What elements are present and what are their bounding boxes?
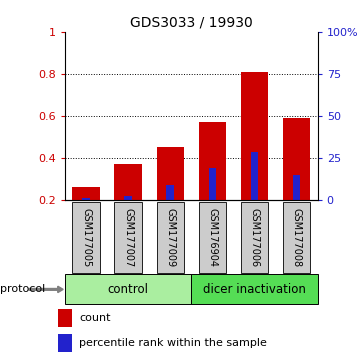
Title: GDS3033 / 19930: GDS3033 / 19930	[130, 15, 253, 29]
Bar	[199, 122, 226, 200]
Bar	[241, 72, 268, 200]
Text: GSM177008: GSM177008	[292, 207, 302, 267]
Bar	[65, 274, 191, 304]
Bar	[209, 169, 216, 200]
Text: GSM177005: GSM177005	[81, 207, 91, 267]
Text: percentile rank within the sample: percentile rank within the sample	[79, 338, 267, 348]
Bar	[251, 152, 258, 200]
Text: dicer inactivation: dicer inactivation	[203, 283, 306, 296]
Bar	[157, 202, 184, 273]
Text: control: control	[108, 283, 149, 296]
Bar	[114, 202, 142, 273]
Bar	[241, 202, 268, 273]
Bar	[157, 148, 184, 200]
Text: GSM177006: GSM177006	[249, 207, 260, 267]
Bar	[114, 164, 142, 200]
Bar	[82, 198, 90, 200]
Bar	[58, 309, 72, 327]
Bar	[72, 202, 100, 273]
Bar	[72, 187, 100, 200]
Bar	[191, 274, 318, 304]
Bar	[283, 202, 310, 273]
Bar	[166, 185, 174, 200]
Text: count: count	[79, 313, 111, 323]
Bar	[58, 334, 72, 352]
Bar	[199, 202, 226, 273]
Text: GSM177009: GSM177009	[165, 207, 175, 267]
Text: GSM177007: GSM177007	[123, 207, 133, 267]
Text: GSM176904: GSM176904	[207, 208, 217, 267]
Text: protocol: protocol	[0, 284, 45, 295]
Bar	[283, 118, 310, 200]
Bar	[293, 175, 300, 200]
Bar	[124, 196, 132, 200]
